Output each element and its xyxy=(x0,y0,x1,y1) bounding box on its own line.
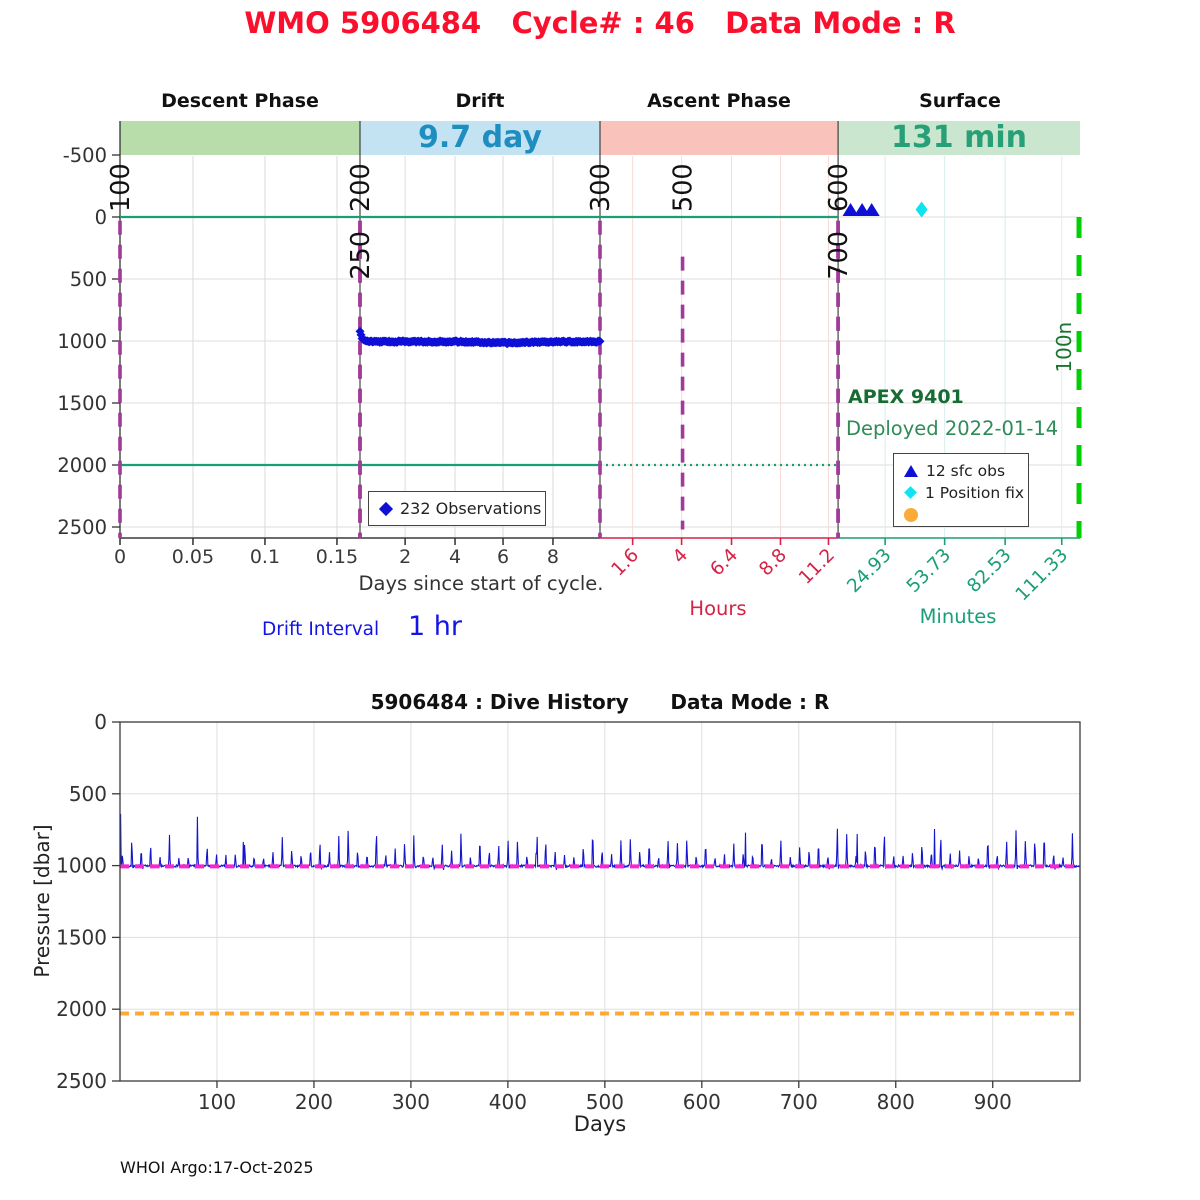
days-tick-label: 0 xyxy=(114,546,126,568)
x-tick-label: 900 xyxy=(974,1090,1012,1114)
surface-duration-text: 131 min xyxy=(891,120,1027,155)
axes-frame xyxy=(119,721,1081,1082)
x-tick-label: 300 xyxy=(392,1090,430,1114)
dive-history-title: 5906484 : Dive History Data Mode : R xyxy=(370,690,830,714)
x-tick-label: 700 xyxy=(780,1090,818,1114)
minutes-axis-caption: Minutes xyxy=(919,605,997,628)
park-pressure-circle-icon xyxy=(904,507,918,522)
drift-interval-value: 1 hr xyxy=(408,611,462,642)
drift-interval-label: Drift Interval xyxy=(262,619,380,640)
descent-phase-band xyxy=(120,121,360,155)
y-tick-label: 0 xyxy=(95,206,107,229)
drift-observation-marker xyxy=(595,336,605,346)
y-tick-label: 0 xyxy=(94,710,107,734)
minutes-tick-label: 111.33 xyxy=(1012,545,1073,606)
y-tick-label: 1000 xyxy=(57,330,107,353)
surface-obs-triangle-icon xyxy=(904,464,918,477)
phase-label-ascent: Ascent Phase xyxy=(647,90,791,112)
observation-diamond-icon xyxy=(378,501,394,516)
y-tick-label: 2000 xyxy=(57,454,107,477)
y-tick-label: 2500 xyxy=(56,1069,107,1093)
float-type-annotation: APEX 9401 xyxy=(848,386,964,408)
observations-legend: 232 Observations xyxy=(368,491,546,526)
phase-label-drift: Drift xyxy=(455,90,505,112)
minutes-tick-label: 24.93 xyxy=(843,545,895,597)
hours-tick-label: 11.2 xyxy=(795,545,839,589)
legend-row-park-marker xyxy=(904,505,1028,524)
legend-row-position-fix: 1 Position fix xyxy=(904,483,1028,502)
hours-tick-label: 4 xyxy=(669,545,692,568)
position-fix-diamond-icon xyxy=(904,486,917,499)
mission-parameter-label: 600 xyxy=(824,163,854,212)
y-tick-label: 1500 xyxy=(57,392,107,415)
mission-parameter-label: 200 xyxy=(346,163,376,212)
y-tick-label: 500 xyxy=(69,782,107,806)
end-of-cycle-label: 100n xyxy=(1052,322,1076,373)
hours-axis-caption: Hours xyxy=(689,597,747,620)
surface-obs-marker xyxy=(842,203,859,216)
mission-parameter-label: 300 xyxy=(586,163,616,212)
phase-label-descent: Descent Phase xyxy=(161,90,319,112)
x-tick-label: 800 xyxy=(877,1090,915,1114)
legend-row-sfc-obs: 12 sfc obs xyxy=(904,461,1028,480)
position-fix-marker xyxy=(915,201,928,218)
mission-parameter-label: 700 xyxy=(824,231,854,280)
days-tick-label: 6 xyxy=(497,546,509,568)
x-tick-label: 400 xyxy=(489,1090,527,1114)
observations-legend-label: 232 Observations xyxy=(400,499,542,518)
deployment-date-annotation: Deployed 2022-01-14 xyxy=(846,417,1059,440)
sfc-obs-legend-label: 12 sfc obs xyxy=(926,461,1006,480)
surface-phase-band: 131 min xyxy=(838,121,1080,155)
dive-history-ylabel: Pressure [dbar] xyxy=(30,824,54,978)
ascent-phase-band xyxy=(600,121,838,155)
y-tick-label: 1000 xyxy=(56,854,107,878)
drift-duration-text: 9.7 day xyxy=(418,120,542,155)
days-tick-label: 4 xyxy=(449,546,461,568)
mission-parameter-label: 250 xyxy=(346,231,376,280)
x-tick-label: 100 xyxy=(198,1090,236,1114)
page-title: WMO 5906484 Cycle# : 46 Data Mode : R xyxy=(244,6,956,40)
mission-parameter-label: 100 xyxy=(106,163,136,212)
y-tick-label: 500 xyxy=(70,268,107,291)
dive-history-chart: 100 200 300 400 500 600 700 800 900 0 500 1000 1500 2… xyxy=(56,710,1081,1114)
surface-legend: 12 sfc obs 1 Position fix xyxy=(893,453,1029,527)
mission-parameter-label: 500 xyxy=(669,163,699,212)
y-tick-label: 2000 xyxy=(56,997,107,1021)
phase-label-surface: Surface xyxy=(919,90,1001,112)
y-tick-label: 2500 xyxy=(57,516,107,539)
days-tick-label: 0.1 xyxy=(250,546,280,568)
y-tick-label: -500 xyxy=(63,144,107,167)
y-tick-label: 1500 xyxy=(56,925,107,949)
hours-tick-label: 8.8 xyxy=(755,545,791,581)
x-tick-label: 500 xyxy=(586,1090,624,1114)
x-tick-label: 600 xyxy=(683,1090,721,1114)
credit-footer: WHOI Argo:17-Oct-2025 xyxy=(120,1158,314,1177)
days-axis-caption: Days since start of cycle. xyxy=(358,572,604,595)
days-tick-label: 0.15 xyxy=(316,546,358,568)
days-tick-label: 0.05 xyxy=(172,546,214,568)
drift-phase-band: 9.7 day xyxy=(360,121,600,155)
x-tick-label: 200 xyxy=(295,1090,333,1114)
minutes-tick-label: 82.53 xyxy=(963,545,1015,597)
days-tick-label: 2 xyxy=(399,546,411,568)
dive-history-xlabel: Days xyxy=(573,1112,627,1136)
days-tick-label: 8 xyxy=(547,546,559,568)
cycle-timing-chart: -500 0 500 1000 1500 2000 2500 0 0.05 0.1 0.15 2 4 6 8… xyxy=(57,121,1082,606)
surface-obs-marker xyxy=(863,203,880,216)
position-fix-legend-label: 1 Position fix xyxy=(925,483,1025,502)
minutes-tick-label: 53.73 xyxy=(903,545,955,597)
dive-pressure-series xyxy=(119,813,1080,871)
